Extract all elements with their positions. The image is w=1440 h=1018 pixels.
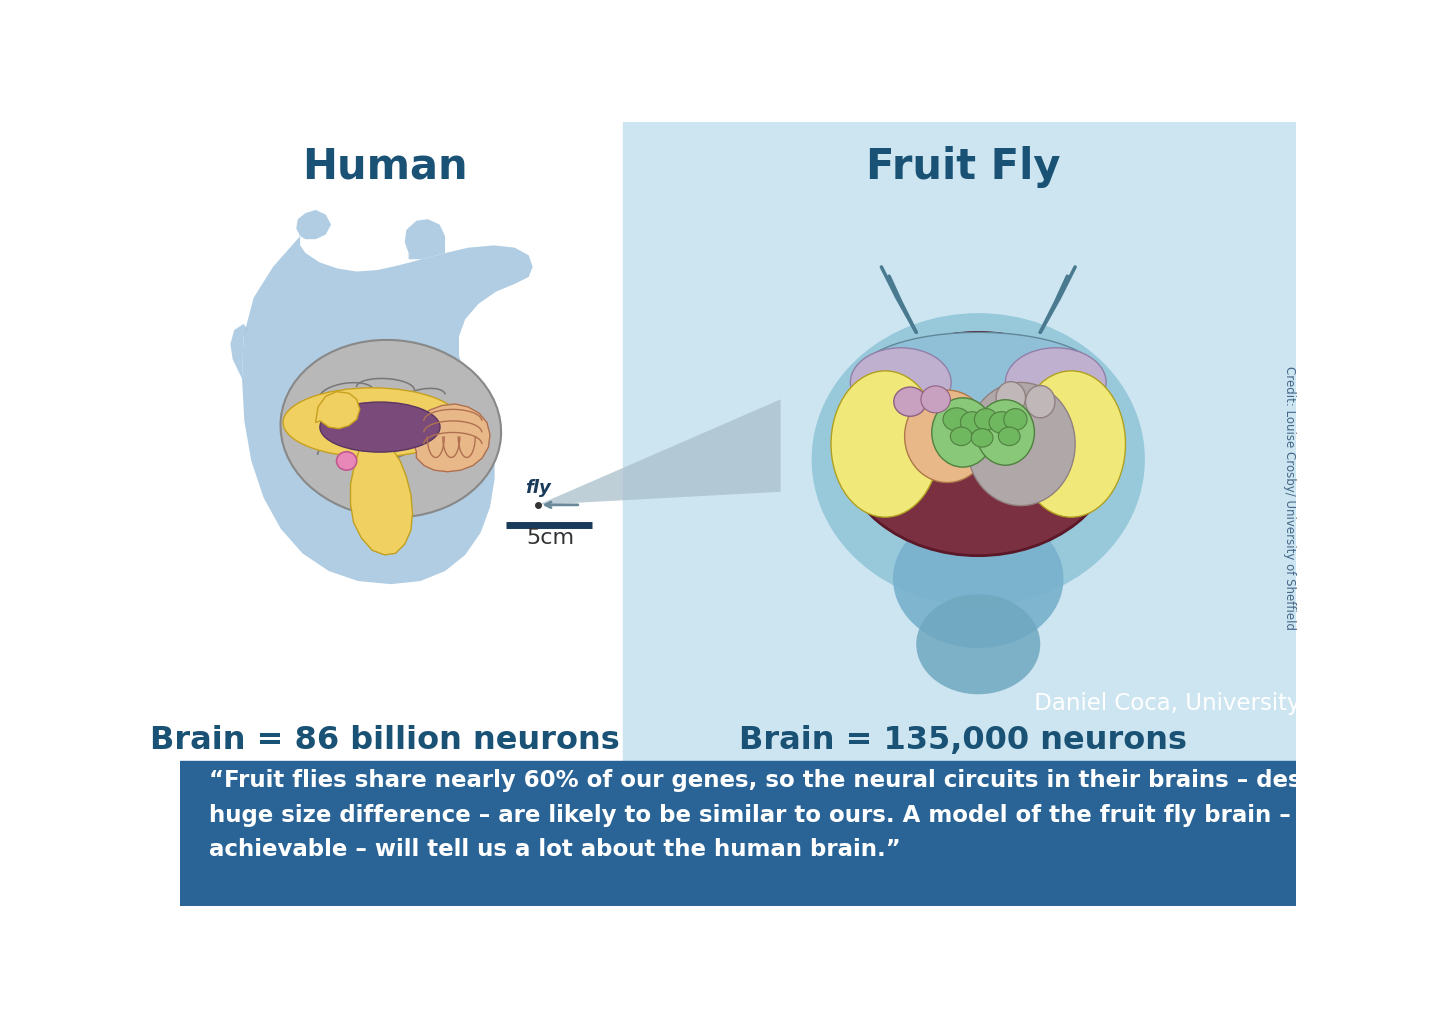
Ellipse shape bbox=[966, 383, 1076, 506]
Polygon shape bbox=[350, 446, 412, 555]
Ellipse shape bbox=[932, 398, 994, 467]
Ellipse shape bbox=[975, 408, 998, 431]
Text: Human: Human bbox=[302, 146, 468, 187]
Ellipse shape bbox=[1017, 371, 1126, 517]
Ellipse shape bbox=[971, 429, 994, 447]
Ellipse shape bbox=[894, 387, 926, 416]
Ellipse shape bbox=[916, 595, 1040, 694]
Text: Fruit Fly: Fruit Fly bbox=[865, 146, 1060, 187]
Ellipse shape bbox=[998, 428, 1020, 446]
Ellipse shape bbox=[1005, 348, 1106, 417]
Text: Credit: Louise Crosby/ University of Sheffield: Credit: Louise Crosby/ University of She… bbox=[1283, 365, 1296, 630]
Ellipse shape bbox=[812, 314, 1145, 606]
Bar bbox=[622, 122, 1296, 906]
Bar bbox=[180, 122, 622, 906]
Ellipse shape bbox=[904, 390, 989, 483]
Ellipse shape bbox=[1025, 386, 1056, 417]
Text: “Fruit flies share nearly 60% of our genes, so the neural circuits in their brai: “Fruit flies share nearly 60% of our gen… bbox=[209, 769, 1404, 861]
Ellipse shape bbox=[950, 428, 972, 446]
Polygon shape bbox=[242, 236, 533, 584]
Polygon shape bbox=[297, 210, 331, 239]
Ellipse shape bbox=[1004, 408, 1027, 431]
Ellipse shape bbox=[337, 452, 357, 470]
Bar bbox=[180, 761, 1296, 906]
Text: Brain = 86 billion neurons: Brain = 86 billion neurons bbox=[151, 725, 621, 756]
Ellipse shape bbox=[996, 382, 1025, 414]
Ellipse shape bbox=[320, 402, 441, 452]
Ellipse shape bbox=[976, 400, 1034, 465]
Polygon shape bbox=[539, 399, 780, 505]
Polygon shape bbox=[412, 404, 490, 471]
Ellipse shape bbox=[893, 509, 1064, 648]
Polygon shape bbox=[315, 392, 360, 429]
Ellipse shape bbox=[851, 348, 952, 417]
Text: 5cm: 5cm bbox=[527, 528, 575, 548]
Polygon shape bbox=[230, 324, 248, 379]
Ellipse shape bbox=[831, 371, 939, 517]
Ellipse shape bbox=[281, 340, 501, 517]
Text: Brain = 135,000 neurons: Brain = 135,000 neurons bbox=[739, 725, 1187, 756]
Text: fly: fly bbox=[524, 478, 550, 497]
Ellipse shape bbox=[943, 408, 971, 431]
Ellipse shape bbox=[922, 386, 950, 413]
Ellipse shape bbox=[989, 411, 1014, 434]
Ellipse shape bbox=[838, 332, 1117, 556]
Text: Daniel Coca, University of Sheffield: Daniel Coca, University of Sheffield bbox=[1027, 692, 1437, 715]
Ellipse shape bbox=[960, 411, 984, 434]
Ellipse shape bbox=[284, 388, 461, 457]
Ellipse shape bbox=[858, 332, 1099, 417]
Polygon shape bbox=[405, 219, 445, 260]
